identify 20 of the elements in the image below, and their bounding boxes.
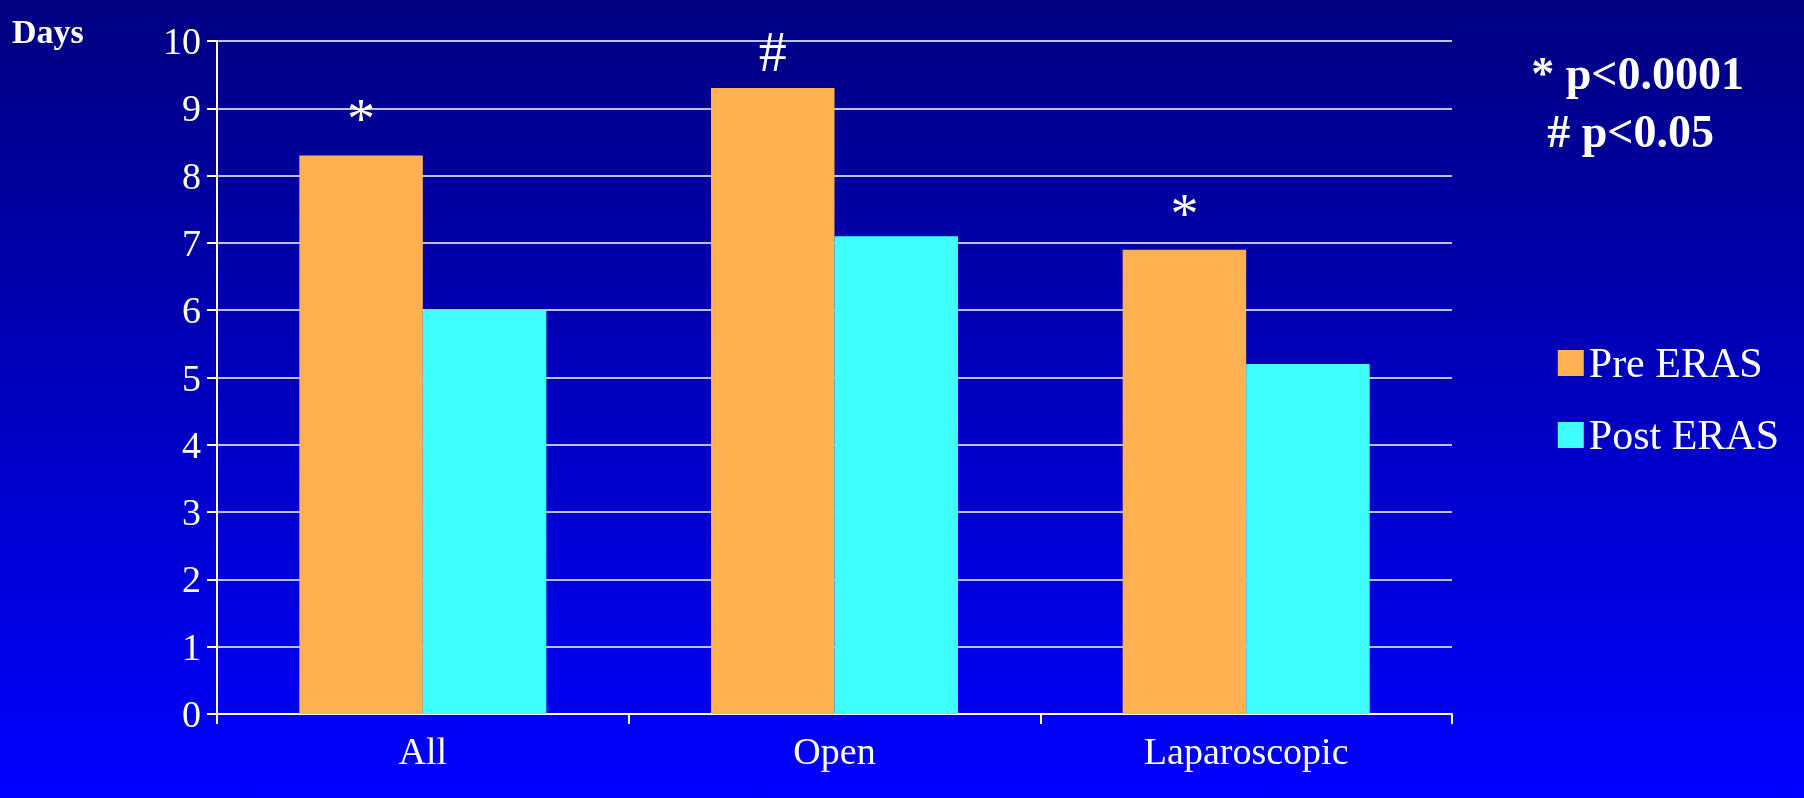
annotation: *	[1170, 182, 1199, 245]
y-tick-label: 1	[182, 625, 201, 668]
text: # p<0.05	[1547, 105, 1714, 157]
legend-label: Pre ERAS	[1588, 340, 1763, 386]
y-tick-label: 3	[182, 491, 201, 534]
x-tick-label: Laparoscopic	[1143, 730, 1349, 772]
y-tick-label: 7	[182, 221, 201, 264]
x-tick-label: All	[398, 730, 448, 772]
y-tick-label: 4	[182, 423, 201, 466]
y-tick-label: 10	[163, 20, 201, 62]
legend-label: Post ERAS	[1588, 412, 1779, 458]
y-tick-label: 0	[182, 693, 201, 735]
y-tick-label: 6	[182, 289, 201, 332]
text: * p<0.0001	[1531, 47, 1744, 99]
y-tick-label: 8	[182, 154, 201, 197]
y-axis-title: Days	[12, 12, 84, 50]
y-tick-label: 2	[182, 558, 201, 601]
x-tick-label: Open	[793, 730, 876, 772]
y-tick-label: 9	[182, 87, 201, 130]
y-tick-label: 5	[182, 356, 201, 399]
